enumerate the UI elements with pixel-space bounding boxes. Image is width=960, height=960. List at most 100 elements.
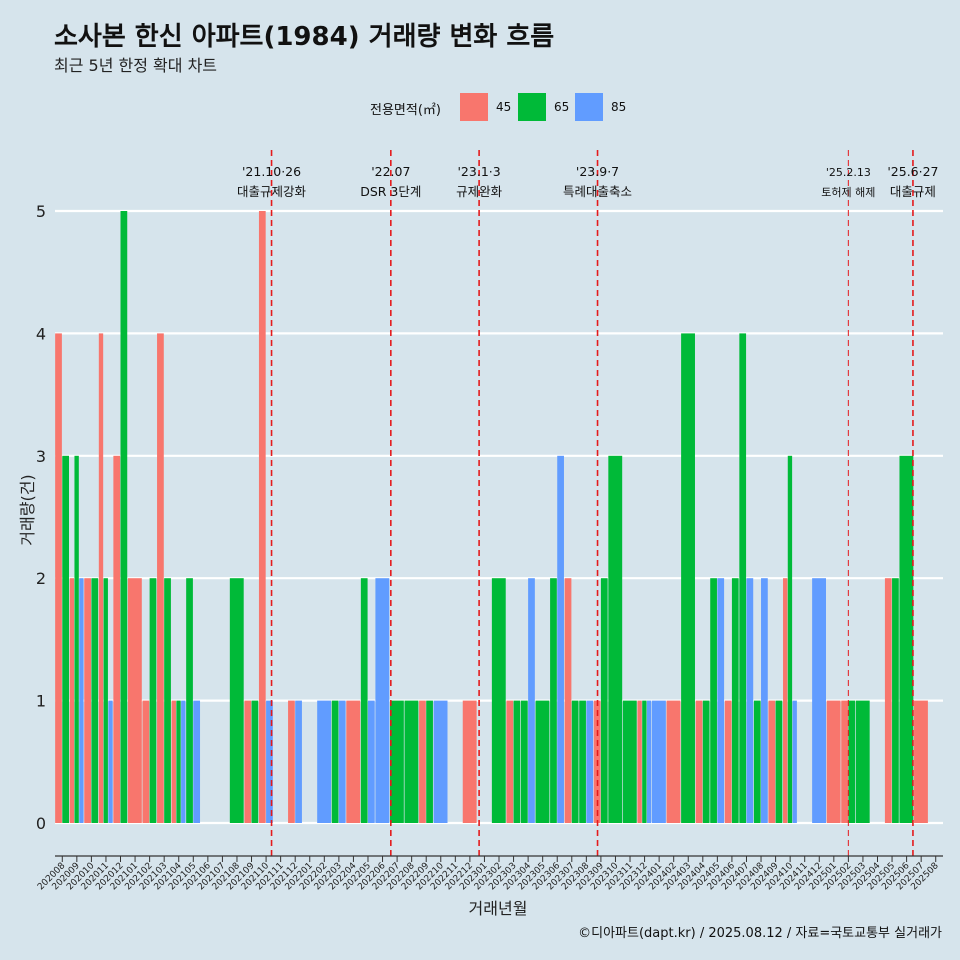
bar-202405-85	[717, 578, 725, 823]
bar-202502-45	[841, 700, 848, 823]
legend-swatch-45	[460, 93, 488, 121]
bar-202203-65	[331, 700, 339, 823]
bar-202501-45	[826, 700, 841, 823]
bar-202307-45	[564, 578, 572, 823]
bar-202208-65	[404, 700, 419, 823]
bar-202410-65	[787, 455, 793, 823]
legend-label-65: 65	[554, 100, 570, 114]
legend: 전용면적(㎡) 45 65 85	[0, 92, 960, 122]
bar-202104-85	[181, 700, 186, 823]
bar-202202-85	[317, 700, 332, 823]
bar-202403-65	[681, 333, 695, 823]
bar-202012-65	[120, 211, 128, 823]
x-axis-label: 거래년월	[469, 899, 528, 918]
bar-202404-45	[695, 700, 703, 823]
bar-202306-85	[557, 455, 564, 823]
bar-202410-85	[792, 700, 797, 823]
bar-202102-45	[142, 700, 150, 823]
bar-202304-85	[528, 578, 535, 823]
y-tick-label: 5	[36, 202, 46, 221]
bar-202412-85	[812, 578, 826, 823]
bar-202410-45	[783, 578, 788, 823]
bar-202205-65	[360, 578, 368, 823]
bar-202406-45	[724, 700, 732, 823]
legend-label-85: 85	[611, 100, 627, 114]
chart-title: 소사본 한신 아파트(1984) 거래량 변화 흐름	[54, 22, 555, 52]
bar-202311-65	[622, 700, 637, 823]
y-tick-label: 0	[36, 814, 46, 833]
bar-202312-45	[637, 700, 642, 823]
event-desc-label: 대출규제	[890, 184, 936, 199]
chart-subtitle: 최근 5년 한정 확대 차트	[54, 56, 218, 75]
bar-202406-65	[731, 578, 739, 823]
source-caption: ©디아파트(dapt.kr) / 2025.08.12 / 자료=국토교통부 실…	[578, 926, 942, 941]
bar-202010-45	[84, 578, 91, 823]
bar-202503-65	[855, 700, 870, 823]
legend-swatch-65	[518, 93, 546, 121]
bar-202103-45	[157, 333, 164, 823]
bar-202103-65	[164, 578, 171, 823]
bar-202102-65	[149, 578, 157, 823]
bar-202112-45	[288, 700, 295, 823]
bar-202212-45	[462, 700, 477, 823]
event-desc-label: DSR 3단계	[360, 184, 421, 199]
bar-202404-65	[702, 700, 710, 823]
bar-202309-65	[600, 578, 608, 823]
legend-swatch-85	[575, 93, 603, 121]
bar-202011-45	[98, 333, 104, 823]
event-date-label: '23.1·3	[458, 164, 501, 179]
bar-202312-65	[642, 700, 647, 823]
bar-202407-65	[739, 333, 747, 823]
bar-202104-45	[171, 700, 176, 823]
bar-202310-65	[608, 455, 623, 823]
bar-202104-65	[176, 700, 181, 823]
bar-202108-65	[229, 578, 244, 823]
bar-202009-65	[74, 455, 79, 823]
bar-202409-45	[768, 700, 776, 823]
bar-202507-45	[914, 700, 928, 823]
y-axis: 0 1 2 3 4 5	[36, 202, 46, 833]
event-date-label: '23.9·7	[576, 164, 619, 179]
bar-202110-85	[266, 700, 273, 823]
bar-202009-45	[69, 578, 75, 823]
bar-202502-65	[848, 700, 856, 823]
bar-202010-65	[91, 578, 99, 823]
bar-202008-45	[55, 333, 62, 823]
event-desc-label: 대출규제강화	[237, 184, 307, 199]
bar-202408-65	[753, 700, 761, 823]
bar-202105-65	[186, 578, 193, 823]
event-desc-label: 규제완화	[456, 184, 503, 199]
bar-202209-45	[419, 700, 426, 823]
bar-202011-85	[108, 700, 113, 823]
legend-title: 전용면적(㎡)	[370, 103, 441, 118]
bar-202308-85	[586, 700, 594, 823]
bar-202405-65	[710, 578, 717, 823]
bar-202012-45	[113, 455, 121, 823]
bar-202101-45	[127, 578, 142, 823]
y-tick-label: 1	[36, 692, 46, 711]
bar-202308-65	[579, 700, 586, 823]
bar-202105-85	[193, 700, 201, 823]
bar-202402-45	[666, 700, 681, 823]
bar-202408-85	[761, 578, 768, 823]
event-date-label: '25.2.13	[826, 166, 871, 179]
bar-202409-65	[775, 700, 783, 823]
bar-202401-85	[651, 700, 666, 823]
bars	[55, 211, 928, 823]
y-tick-label: 4	[36, 324, 46, 343]
y-tick-label: 2	[36, 569, 46, 588]
bar-202505-45	[884, 578, 892, 823]
bar-202112-85	[295, 700, 302, 823]
event-desc-label: 토허제 해제	[821, 185, 875, 199]
event-date-label: '22.07	[371, 164, 410, 179]
bar-202008-65	[62, 455, 70, 823]
bar-202304-65	[520, 700, 528, 823]
bar-202204-45	[346, 700, 361, 823]
bar-202206-85	[375, 578, 390, 823]
bar-202305-65	[535, 700, 550, 823]
y-tick-label: 3	[36, 447, 46, 466]
bar-202011-65	[103, 578, 108, 823]
bar-202109-45	[244, 700, 252, 823]
bar-202209-65	[426, 700, 433, 823]
